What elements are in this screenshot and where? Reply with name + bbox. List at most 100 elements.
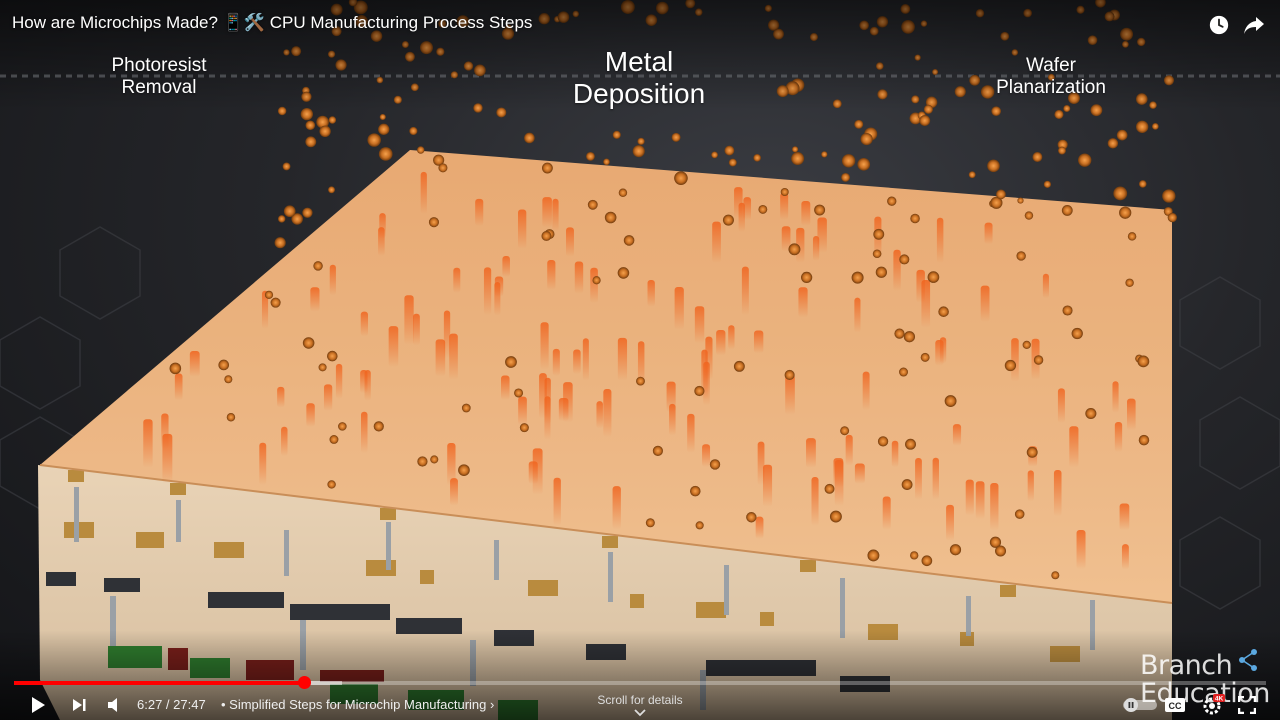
metal-particle bbox=[753, 154, 761, 162]
metal-particle bbox=[857, 157, 871, 171]
surface-particle bbox=[652, 445, 663, 456]
surface-particle bbox=[801, 271, 813, 284]
surface-particle bbox=[814, 204, 826, 216]
fullscreen-button[interactable] bbox=[1238, 694, 1256, 716]
metal-particle bbox=[674, 171, 688, 185]
deposition-streak bbox=[329, 264, 336, 296]
surface-particle bbox=[1016, 251, 1026, 261]
metal-particle bbox=[300, 107, 313, 121]
surface-particle bbox=[851, 271, 864, 284]
surface-particle bbox=[417, 456, 428, 467]
step-current-line1: Metal bbox=[604, 45, 674, 77]
share-button[interactable] bbox=[1241, 12, 1267, 38]
surface-particle bbox=[910, 213, 920, 224]
deposition-streak bbox=[443, 310, 451, 359]
deposition-streak bbox=[734, 187, 743, 219]
deposition-streak bbox=[162, 433, 173, 484]
surface-particle bbox=[733, 360, 745, 372]
deposition-streak bbox=[281, 426, 288, 457]
deposition-streak bbox=[785, 374, 795, 415]
surface-particle bbox=[899, 367, 908, 377]
surface-particle bbox=[1085, 407, 1097, 420]
deposition-streak bbox=[666, 381, 676, 413]
deposition-streak bbox=[1112, 381, 1119, 413]
deposition-streak bbox=[716, 330, 726, 356]
surface-particle bbox=[872, 249, 882, 259]
deposition-streak bbox=[259, 442, 267, 485]
captions-button[interactable]: CC bbox=[1164, 694, 1186, 716]
metal-particle bbox=[821, 151, 828, 158]
deposition-streak bbox=[306, 403, 315, 427]
surface-particle bbox=[1033, 355, 1044, 365]
metal-particle bbox=[728, 158, 737, 167]
surface-particle bbox=[636, 376, 645, 386]
surface-particle bbox=[829, 510, 842, 523]
deposition-streak bbox=[475, 198, 484, 227]
surface-particle bbox=[338, 422, 347, 431]
metal-particle bbox=[792, 146, 799, 153]
mute-button[interactable] bbox=[106, 694, 124, 716]
deposition-streak bbox=[781, 226, 791, 252]
metal-particle bbox=[1119, 206, 1132, 219]
deposition-streak bbox=[753, 330, 764, 354]
scroll-hint[interactable]: Scroll for details bbox=[597, 693, 683, 707]
watch-later-button[interactable] bbox=[1206, 12, 1232, 38]
surface-particle bbox=[788, 243, 801, 256]
next-video-button[interactable] bbox=[70, 694, 88, 716]
seek-bar[interactable] bbox=[14, 676, 1266, 689]
surface-particle bbox=[995, 545, 1007, 557]
deposition-streak bbox=[741, 266, 749, 316]
surface-particle bbox=[519, 423, 529, 433]
deposition-streak bbox=[980, 285, 990, 322]
deposition-streak bbox=[483, 267, 492, 316]
deposition-streak bbox=[590, 267, 598, 304]
play-button[interactable] bbox=[29, 694, 47, 716]
surface-particle bbox=[1062, 305, 1073, 316]
deposition-streak bbox=[1121, 544, 1129, 570]
surface-particle bbox=[949, 544, 962, 556]
play-icon bbox=[32, 697, 45, 713]
seek-handle[interactable] bbox=[298, 676, 312, 689]
deposition-streak bbox=[882, 496, 891, 530]
surface-particle bbox=[758, 204, 768, 214]
surface-particle bbox=[645, 518, 655, 528]
metal-particle bbox=[1043, 180, 1051, 188]
surface-particle bbox=[875, 266, 887, 278]
metal-particle bbox=[612, 130, 621, 139]
chevron-down-icon[interactable] bbox=[633, 708, 647, 718]
autoplay-toggle[interactable] bbox=[1122, 694, 1158, 716]
surface-particle bbox=[505, 356, 517, 368]
step-previous-line1: Photoresist bbox=[111, 55, 207, 77]
metal-particle bbox=[1113, 186, 1128, 201]
settings-button[interactable]: 4K bbox=[1201, 694, 1225, 716]
deposition-streak bbox=[893, 249, 901, 291]
metal-particle bbox=[632, 145, 645, 158]
metal-particle bbox=[841, 172, 850, 182]
step-previous-line2: Removal bbox=[121, 77, 197, 98]
chapter-link[interactable]: • Simplified Steps for Microchip Manufac… bbox=[221, 697, 494, 712]
deposition-streak bbox=[603, 388, 612, 438]
surface-particle bbox=[461, 403, 471, 413]
deposition-streak bbox=[553, 477, 561, 526]
deposition-streak bbox=[975, 481, 985, 520]
surface-particle bbox=[514, 388, 524, 398]
deposition-streak bbox=[817, 217, 827, 253]
chapter-chevron-icon: › bbox=[490, 697, 495, 712]
metal-particle bbox=[854, 119, 864, 129]
surface-particle bbox=[327, 480, 336, 489]
deposition-streak bbox=[335, 363, 343, 399]
surface-particle bbox=[920, 352, 930, 362]
metal-particle bbox=[319, 125, 331, 137]
metal-particle bbox=[416, 146, 425, 154]
metal-particle bbox=[671, 132, 681, 142]
deposition-streak bbox=[755, 516, 764, 539]
metal-particle bbox=[586, 151, 595, 161]
deposition-streak bbox=[1011, 338, 1019, 382]
deposition-streak bbox=[1114, 421, 1123, 453]
deposition-streak bbox=[544, 396, 551, 440]
metal-particle bbox=[603, 158, 610, 166]
settings-quality-badge: 4K bbox=[1215, 696, 1224, 703]
surface-particle bbox=[1138, 434, 1150, 446]
video-title[interactable]: How are Microchips Made? 📱🛠️ CPU Manufac… bbox=[12, 13, 533, 32]
deposition-streak bbox=[915, 458, 922, 500]
